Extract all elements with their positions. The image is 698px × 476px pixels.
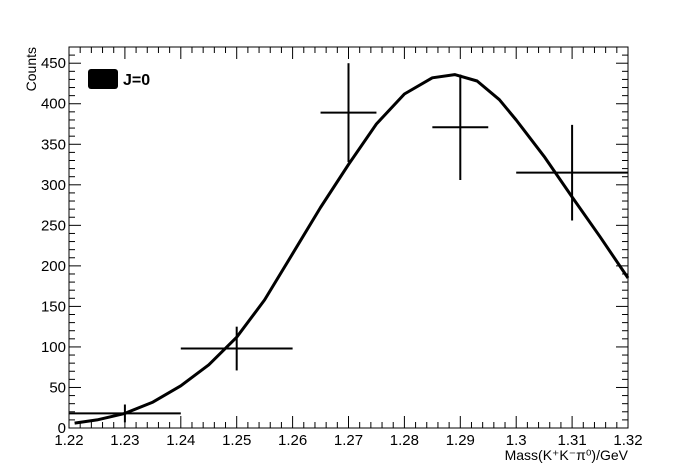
data-point (69, 404, 181, 423)
x-tick-label: 1.23 (110, 432, 139, 449)
y-tick-label: 300 (41, 177, 66, 194)
y-tick-label: 50 (49, 379, 66, 396)
data-point (320, 63, 377, 163)
plot-content (69, 63, 630, 425)
y-tick-label: 150 (41, 298, 66, 315)
data-point (516, 124, 628, 221)
legend: J=0 (88, 69, 150, 89)
x-tick-label: 1.22 (54, 432, 83, 449)
y-tick-label: 450 (41, 55, 66, 72)
y-tick-label: 350 (41, 136, 66, 153)
y-tick-label: 100 (41, 339, 66, 356)
y-tick-label: 0 (58, 420, 66, 437)
x-tick-label: 1.25 (222, 432, 251, 449)
y-axis-title: Counts (23, 47, 39, 91)
x-tick-label: 1.3 (506, 432, 527, 449)
x-axis-title: Mass(K⁺K⁻π⁰)/GeV (505, 447, 629, 463)
x-tick-label: 1.31 (557, 432, 586, 449)
x-tick-label: 1.32 (613, 432, 642, 449)
x-tick-label: 1.29 (446, 432, 475, 449)
legend-label: J=0 (123, 72, 150, 89)
legend-swatch (88, 69, 118, 89)
data-point (432, 74, 489, 180)
x-tick-label: 1.26 (278, 432, 307, 449)
x-tick-label: 1.28 (390, 432, 419, 449)
fit-curve (74, 73, 630, 425)
y-tick-label: 250 (41, 217, 66, 234)
axis-ticks (68, 46, 629, 429)
axis-tick-labels: 1.22 1.23 1.24 1.25 1.26 1.27 1.28 1.29 1.3 1.31 1… (41, 55, 643, 449)
data-point (180, 326, 293, 371)
x-tick-label: 1.24 (166, 432, 195, 449)
y-tick-label: 400 (41, 96, 66, 113)
x-tick-label: 1.27 (334, 432, 363, 449)
y-tick-label: 200 (41, 258, 66, 275)
